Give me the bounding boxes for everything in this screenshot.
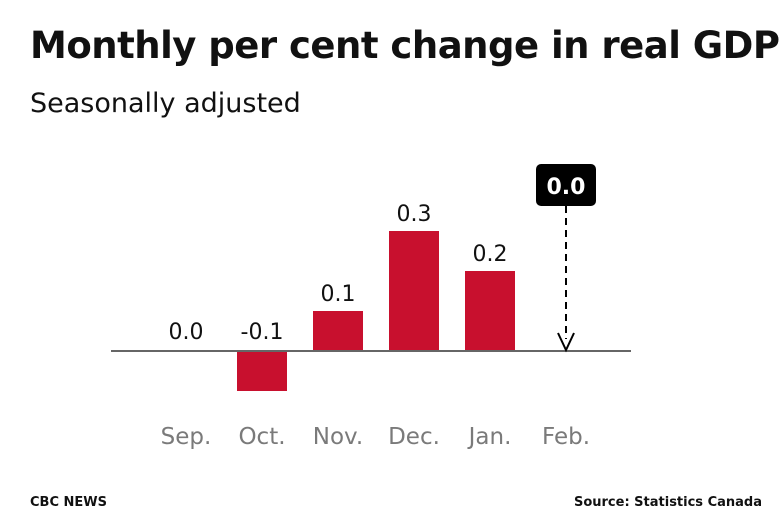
value-label-jan: 0.2 <box>473 242 508 267</box>
value-label-sep: 0.0 <box>169 320 204 345</box>
brand-label: CBC NEWS <box>30 495 107 510</box>
value-label-dec: 0.3 <box>397 202 432 227</box>
category-label-nov: Nov. <box>313 424 363 450</box>
bar-nov <box>313 311 363 351</box>
bar-dec <box>389 231 439 351</box>
category-label-jan: Jan. <box>467 424 512 450</box>
category-label-oct: Oct. <box>238 424 285 450</box>
bar-jan <box>465 271 515 351</box>
source-label: Source: Statistics Canada <box>573 495 762 510</box>
chart-subtitle: Seasonally adjusted <box>30 88 301 119</box>
callout-arrowhead <box>557 332 575 353</box>
bar-oct <box>237 351 287 391</box>
callout-value: 0.0 <box>547 175 586 200</box>
value-label-oct: -0.1 <box>241 320 284 345</box>
category-label-dec: Dec. <box>388 424 440 450</box>
value-label-nov: 0.1 <box>321 282 356 307</box>
callout-box <box>536 164 596 206</box>
chart-title: Monthly per cent change in real GDP <box>30 24 780 67</box>
category-label-sep: Sep. <box>161 424 212 450</box>
category-label-feb: Feb. <box>542 424 590 450</box>
